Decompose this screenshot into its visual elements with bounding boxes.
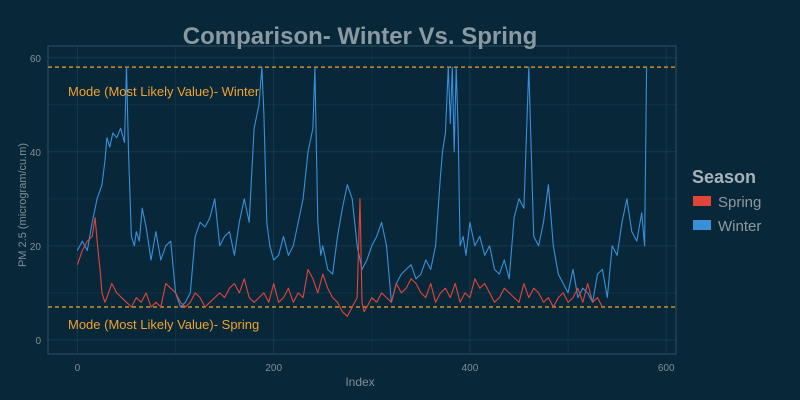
x-axis-label: Index [345,375,374,389]
series-group [76,66,648,317]
reference-label-spring: Mode (Most Likely Value)- Spring [68,317,259,332]
legend-label-winter: Winter [718,218,761,235]
grid [48,46,676,354]
legend-swatch-winter [693,220,711,230]
x-tick-label: 600 [658,363,675,374]
series-line-winter [76,66,648,308]
legend-label-spring: Spring [718,194,761,211]
y-tick-label: 20 [30,242,42,253]
panel-border [47,45,677,355]
series-line-spring [76,198,603,317]
x-tick-label: 0 [75,363,81,374]
reference-label-winter: Mode (Most Likely Value)- Winter [68,84,260,99]
y-tick-label: 60 [30,54,42,65]
x-tick-label: 400 [462,363,479,374]
axis-ticks: 0 200 400 600 0 20 40 60 [30,54,675,374]
legend-swatch-spring [693,196,711,206]
plot-panel-frame [47,45,677,355]
x-tick-label: 200 [265,363,282,374]
y-tick-label: 40 [30,148,42,159]
legend: Season Spring Winter [692,167,761,235]
chart-title: Comparison- Winter Vs. Spring [183,23,537,50]
y-axis-label: PM 2.5 (microgram/cu.m) [17,143,29,267]
y-tick-label: 0 [35,336,41,347]
legend-title: Season [692,167,756,187]
